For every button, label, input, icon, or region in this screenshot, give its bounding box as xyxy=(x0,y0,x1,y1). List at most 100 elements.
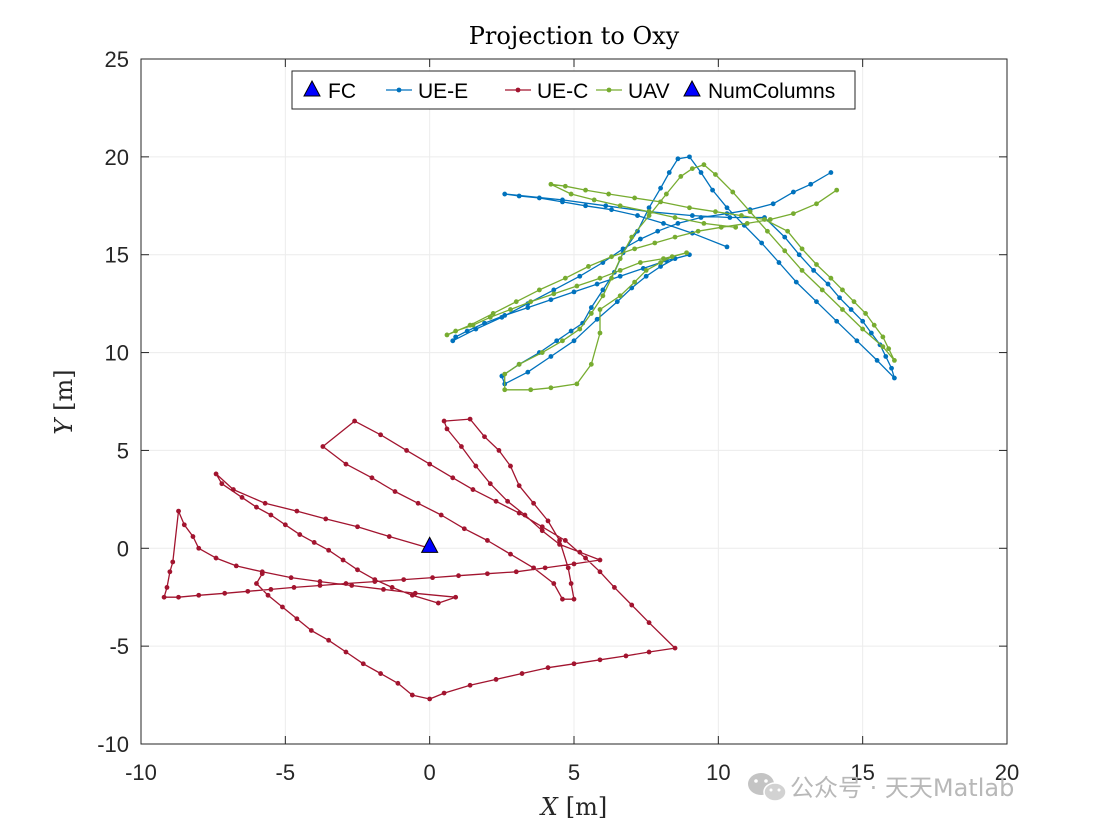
data-point-uav xyxy=(502,387,508,393)
data-point-ue-e xyxy=(666,170,672,175)
data-point-ue-c xyxy=(294,508,300,514)
data-point-uav xyxy=(617,256,623,262)
data-point-ue-e xyxy=(698,215,704,220)
series-fc xyxy=(420,536,439,553)
y-axis-var: Y xyxy=(50,417,78,435)
data-point-ue-c xyxy=(453,594,459,600)
data-point-ue-c xyxy=(646,620,652,626)
data-point-ue-c xyxy=(378,671,383,676)
data-point-ue-c xyxy=(401,577,407,582)
data-point-uav xyxy=(502,371,508,377)
data-point-fc xyxy=(420,536,439,553)
data-point-ue-e xyxy=(548,297,554,303)
data-point-ue-c xyxy=(531,500,536,506)
data-point-ue-c xyxy=(539,528,545,534)
data-point-uav xyxy=(513,299,519,305)
data-point-ue-e xyxy=(594,281,600,287)
data-point-uav xyxy=(646,209,652,215)
data-point-ue-c xyxy=(508,463,513,469)
data-point-ue-e xyxy=(658,185,663,191)
data-point-ue-c xyxy=(280,604,285,610)
data-point-ue-e xyxy=(727,215,733,220)
data-point-ue-c xyxy=(392,489,398,494)
data-point-ue-c xyxy=(291,585,297,590)
data-point-ue-c xyxy=(308,628,314,633)
data-point-ue-e xyxy=(516,193,522,199)
legend-label-uav: UAV xyxy=(628,80,670,103)
data-point-ue-c xyxy=(493,677,499,682)
x-axis-title: X [m] xyxy=(539,793,608,821)
data-point-uav xyxy=(661,256,666,262)
data-point-ue-e xyxy=(450,338,456,344)
data-point-ue-e xyxy=(793,279,799,285)
data-point-ue-e xyxy=(617,273,623,279)
data-point-ue-e xyxy=(837,295,842,301)
y-tick-label: 25 xyxy=(105,47,129,72)
data-point-ue-e xyxy=(571,289,577,295)
legend-marker-ue-c xyxy=(515,87,521,93)
data-point-ue-e xyxy=(583,203,588,209)
data-point-ue-c xyxy=(612,585,617,590)
data-point-ue-c xyxy=(378,432,383,438)
data-point-uav xyxy=(892,358,897,363)
data-point-ue-c xyxy=(450,475,456,481)
data-point-ue-c xyxy=(551,581,557,586)
data-point-ue-e xyxy=(453,334,459,340)
y-tick-label: -10 xyxy=(97,732,129,757)
data-point-ue-c xyxy=(213,555,219,561)
data-point-ue-e xyxy=(499,314,505,320)
data-point-ue-c xyxy=(459,444,464,449)
data-point-ue-c xyxy=(571,661,577,667)
data-point-uav xyxy=(814,262,819,267)
tick-marks xyxy=(140,58,1008,745)
data-point-ue-c xyxy=(516,483,522,489)
data-point-ue-e xyxy=(560,197,565,203)
data-point-ue-e xyxy=(724,205,730,211)
data-point-ue-e xyxy=(759,240,765,246)
data-point-ue-c xyxy=(268,586,274,592)
data-point-ue-c xyxy=(170,559,176,565)
data-point-ue-e xyxy=(675,156,681,162)
data-point-uav xyxy=(840,287,845,293)
y-tick-label: 20 xyxy=(105,145,129,170)
data-point-ue-c xyxy=(438,512,444,518)
data-point-uav xyxy=(886,346,892,352)
data-point-ue-c xyxy=(265,592,271,598)
data-point-ue-c xyxy=(623,653,629,659)
data-point-ue-c xyxy=(508,551,513,557)
data-point-ue-c xyxy=(395,680,401,686)
data-point-ue-e xyxy=(661,221,666,226)
data-point-ue-c xyxy=(577,549,583,555)
data-point-ue-e xyxy=(646,205,652,211)
data-point-ue-c xyxy=(326,637,332,643)
data-point-ue-e xyxy=(889,365,894,371)
data-point-uav xyxy=(574,381,580,387)
x-tick-labels: -10 -5 0 5 10 15 20 xyxy=(125,760,1019,785)
legend: FC UE-E UE-C UAV NumColumns xyxy=(291,70,856,110)
data-point-ue-c xyxy=(516,510,522,516)
data-point-uav xyxy=(695,228,701,234)
data-point-uav xyxy=(646,213,652,218)
data-point-ue-e xyxy=(473,326,479,332)
data-point-ue-e xyxy=(854,338,860,344)
data-point-ue-c xyxy=(190,534,196,539)
data-point-ue-e xyxy=(536,195,542,201)
data-point-ue-c xyxy=(323,516,329,522)
data-point-uav xyxy=(739,213,744,218)
data-point-uav xyxy=(629,234,635,240)
x-tick-label: 10 xyxy=(706,760,730,785)
y-tick-label: -5 xyxy=(109,634,129,659)
data-point-ue-c xyxy=(409,692,415,698)
data-point-ue-c xyxy=(404,448,409,453)
data-point-ue-c xyxy=(343,581,349,586)
data-point-uav xyxy=(678,174,684,179)
data-point-ue-c xyxy=(539,524,545,530)
legend-item-fc: FC xyxy=(303,79,356,103)
data-point-uav xyxy=(658,199,663,205)
series-layer xyxy=(161,154,897,702)
data-point-ue-e xyxy=(577,273,583,279)
data-point-uav xyxy=(617,203,623,209)
data-point-ue-c xyxy=(427,461,433,467)
data-point-ue-e xyxy=(770,201,776,207)
